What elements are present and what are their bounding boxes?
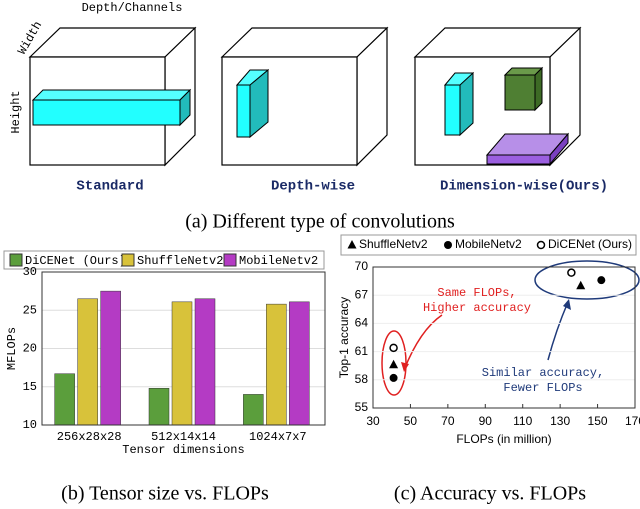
x-tick-label: 130: [550, 414, 570, 428]
x-tick-label: 256x28x28: [57, 430, 122, 444]
arrow: [403, 314, 443, 371]
y-tick-label: 64: [355, 316, 369, 330]
caption: (c) Accuracy vs. FLOPs: [394, 483, 586, 505]
x-tick-label: 70: [441, 414, 455, 428]
point: [597, 276, 606, 285]
bar: [289, 301, 310, 426]
axis-label: Depth/Channels: [82, 1, 183, 15]
bar: [243, 394, 264, 426]
arrow-head: [563, 299, 571, 310]
legend-label: DiCENet (Ours): [548, 237, 632, 251]
bar: [54, 373, 75, 426]
cube-dimensionwise: [413, 26, 582, 167]
x-axis-label: FLOPs (in million): [456, 432, 551, 446]
bar: [77, 298, 98, 426]
point: [389, 373, 398, 382]
y-tick-label: 55: [355, 400, 369, 414]
caption: (a) Different type of convolutions: [185, 211, 455, 233]
y-tick-label: 20: [23, 342, 37, 356]
annotation: Fewer FLOPs: [503, 381, 582, 395]
legend-label: DiCENet (Ours): [25, 254, 126, 268]
legend-marker: [347, 240, 357, 249]
legend-swatch: [223, 253, 237, 267]
y-tick-label: 70: [355, 259, 369, 273]
cube-standard: [28, 26, 197, 167]
x-tick-label: 30: [366, 414, 380, 428]
conv-label: Depth-wise: [271, 179, 355, 195]
bar: [266, 303, 287, 426]
y-tick-label: 30: [23, 265, 37, 279]
x-tick-label: 110: [513, 414, 532, 428]
y-axis-label: Top-1 accuracy: [337, 297, 351, 378]
point: [389, 359, 399, 369]
legend-swatch: [9, 253, 23, 267]
cube-depthwise: [220, 26, 389, 167]
x-tick-label: 170: [625, 414, 640, 428]
conv-label: Standard: [76, 179, 143, 195]
point: [389, 343, 398, 353]
x-tick-label: 90: [479, 414, 493, 428]
bar: [194, 298, 216, 426]
bar: [148, 388, 170, 426]
highlight: [534, 260, 640, 300]
y-tick-label: 67: [355, 287, 369, 301]
y-tick-label: 10: [23, 418, 37, 432]
caption: (b) Tensor size vs. FLOPs: [61, 483, 269, 505]
y-tick-label: 61: [355, 344, 369, 358]
axis-label: Height: [9, 90, 23, 133]
legend-label: ShuffleNetv2: [359, 237, 428, 251]
plot-frame: [372, 266, 636, 409]
conv-label: Dimension-wise(Ours): [440, 179, 608, 195]
legend-label: MobileNetv2: [239, 254, 318, 268]
legend-marker: [444, 241, 452, 249]
legend-box: [340, 234, 637, 256]
x-tick-label: 50: [404, 414, 418, 428]
y-axis-label: MFLOPs: [5, 327, 19, 370]
point: [576, 280, 586, 290]
highlight: [381, 330, 407, 396]
bar: [100, 290, 121, 426]
legend-label: ShuffleNetv2: [137, 254, 223, 268]
legend-label: MobileNetv2: [455, 237, 522, 251]
legend-swatch: [121, 253, 135, 267]
bar: [171, 301, 193, 426]
point: [567, 268, 576, 277]
annotation: Similar accuracy,: [482, 366, 604, 380]
arrow-head: [401, 362, 409, 372]
x-tick-label: 150: [588, 414, 608, 428]
annotation: Same FLOPs,: [437, 286, 516, 300]
plot-frame: [41, 271, 326, 426]
legend-marker: [536, 240, 546, 250]
legend-box: [3, 250, 325, 270]
x-axis-label: Tensor dimensions: [122, 443, 244, 457]
x-tick-label: 1024x7x7: [249, 430, 307, 444]
y-tick-label: 15: [23, 380, 37, 394]
y-tick-label: 25: [23, 303, 37, 317]
x-tick-label: 512x14x14: [151, 430, 216, 444]
annotation: Higher accuracy: [423, 301, 531, 315]
y-tick-label: 58: [355, 372, 369, 386]
